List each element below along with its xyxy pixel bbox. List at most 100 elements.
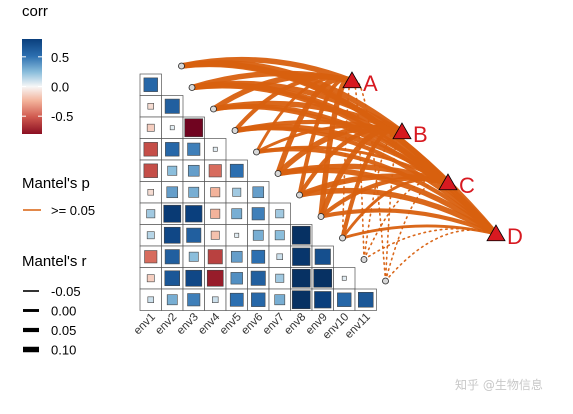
corr-square [212,296,219,303]
x-tick-label-env5: env5 [218,311,244,337]
corr-square [251,207,265,221]
corr-square [169,125,175,131]
corr-square [187,142,201,156]
target-marker-B [392,122,412,140]
corr-legend-title: corr [22,3,48,20]
corr-square [274,230,285,241]
watermark-text: 知乎 @生物信息 [455,377,543,392]
corr-square [251,292,266,307]
mantel-link-D-env10 [363,228,497,261]
mantel-link-D-env7 [296,187,499,237]
target-marker-C [438,173,458,191]
corr-square [229,292,244,307]
anchor-point-env6 [274,170,282,177]
corr-square [234,232,240,238]
x-tick-label-env3: env3 [175,311,201,337]
target-label-B: B [413,122,428,147]
mantel-r-legend: Mantel's r -0.05 0.00 0.05 0.10 [22,253,87,358]
corr-square [187,293,201,307]
corr-square [147,189,154,196]
corr-square [143,77,158,92]
env-anchor-points [178,62,389,285]
corr-square [341,275,347,281]
corr-square [185,205,203,223]
corr-square [229,163,244,178]
corr-square [144,250,158,264]
anchor-point-env8 [317,213,325,220]
x-tick-label-env6: env6 [239,311,265,337]
corr-square [188,251,199,262]
mantel-r-legend-label: 0.00 [51,304,76,319]
x-tick-label-env8: env8 [282,311,308,337]
corr-square [212,146,218,152]
target-label-A: A [363,71,378,96]
mantel-r-legend-title: Mantel's r [22,253,87,270]
corr-square [357,291,374,308]
corr-square [167,165,178,176]
corr-square [313,268,333,288]
corr-square [165,142,180,157]
corr-square [291,268,311,288]
corr-square [230,250,243,263]
mantel-p-legend-title: Mantel's p [22,175,90,192]
x-tick-label-env7: env7 [261,311,287,337]
target-markers: A B C D [342,71,523,249]
mantel-link-D-env3 [211,104,499,237]
corr-square [274,294,286,306]
mantel-p-legend: Mantel's p >= 0.05 [22,175,95,218]
target-label-D: D [507,224,523,249]
target-marker-D [486,224,506,242]
correlation-heatmap [139,73,377,311]
corr-square [143,142,158,157]
anchor-point-env3 [210,105,217,113]
mantel-link-D-env8 [318,208,499,237]
anchor-point-env4 [231,127,239,134]
corr-legend: corr 0.5 0.0 -0.5 [22,3,73,134]
corr-square [314,248,331,265]
corr-square [143,163,158,178]
corr-square [291,290,311,310]
corr-square [184,118,204,138]
corr-tick-label: 0.0 [51,80,69,95]
corr-square [252,186,265,199]
corr-square [210,208,221,219]
corr-square [185,269,203,287]
corr-square [292,247,311,266]
mantel-r-legend-label: 0.05 [51,323,76,338]
mantel-links [178,56,499,282]
corr-square [276,253,283,260]
corr-square [314,291,332,309]
corr-square [275,273,285,283]
corr-legend-ticks: 0.5 0.0 -0.5 [22,50,73,124]
mantel-r-legend-label: 0.10 [51,343,76,358]
anchor-point-env5 [253,148,260,156]
anchor-point-env10 [360,256,368,263]
corr-square [206,269,224,287]
corr-square [166,186,179,199]
anchor-point-env1 [178,62,185,70]
corr-square [232,187,242,197]
anchor-point-env11 [382,277,389,285]
corr-square [163,204,182,223]
corr-square [231,208,243,220]
corr-square [187,164,200,177]
corr-square [252,229,264,241]
mantel-p-legend-label: >= 0.05 [51,203,95,218]
mantel-r-legend-keys: -0.05 0.00 0.05 0.10 [23,284,81,358]
corr-square [164,98,180,114]
mantel-link-D-env5 [254,147,499,237]
mantel-link-D-env2 [189,82,499,237]
x-tick-label-env4: env4 [196,311,223,338]
mantel-link-D-env11 [384,229,497,282]
corr-square [147,103,154,110]
mantel-link-D-env4 [232,126,499,237]
corr-square [291,225,311,245]
anchor-point-env2 [188,84,196,91]
corr-square [186,227,202,243]
x-axis-tick-labels: env1env2env3env4env5env6env7env8env9env1… [132,311,373,342]
anchor-point-env7 [296,191,303,199]
corr-square [164,249,180,265]
corr-tick-label: 0.5 [51,50,69,65]
target-label-C: C [459,173,475,198]
